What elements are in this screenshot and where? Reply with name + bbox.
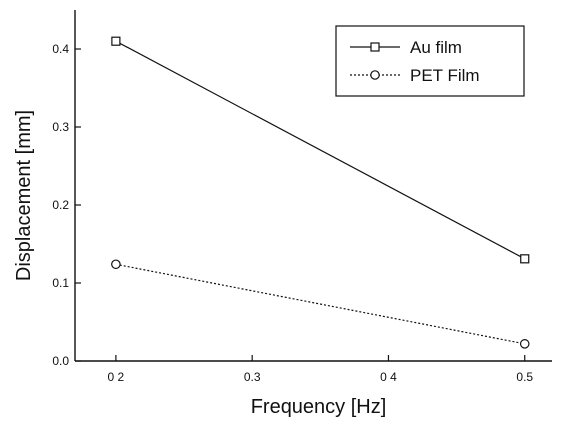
y-tick-label: 0.2	[52, 198, 69, 212]
legend-circle-marker	[370, 70, 380, 80]
y-axis-title: Displacement [mm]	[13, 110, 35, 281]
y-tick-label: 0.3	[52, 120, 69, 134]
y-tick-label: 0.1	[52, 276, 69, 290]
series-line-1	[115, 40, 526, 260]
legend-label-1: Au film	[410, 38, 462, 57]
x-axis-title: Frequency [Hz]	[251, 396, 387, 418]
x-tick-label: 0.3	[244, 370, 261, 384]
legend-box	[335, 25, 525, 97]
x-tick-label: 0.5	[516, 370, 533, 384]
circle-marker	[111, 259, 121, 270]
x-tick-label: 0 2	[108, 370, 125, 384]
square-marker	[520, 254, 530, 264]
y-tick-label: 0.4	[52, 42, 69, 56]
x-tick-label: 0 4	[380, 370, 397, 384]
square-marker	[111, 36, 121, 46]
series-line-2	[115, 263, 525, 345]
circle-marker	[519, 339, 530, 349]
legend-label-2: PET Film	[410, 66, 480, 85]
legend-square-marker	[370, 42, 380, 52]
y-tick-label: 0.0	[52, 354, 69, 368]
